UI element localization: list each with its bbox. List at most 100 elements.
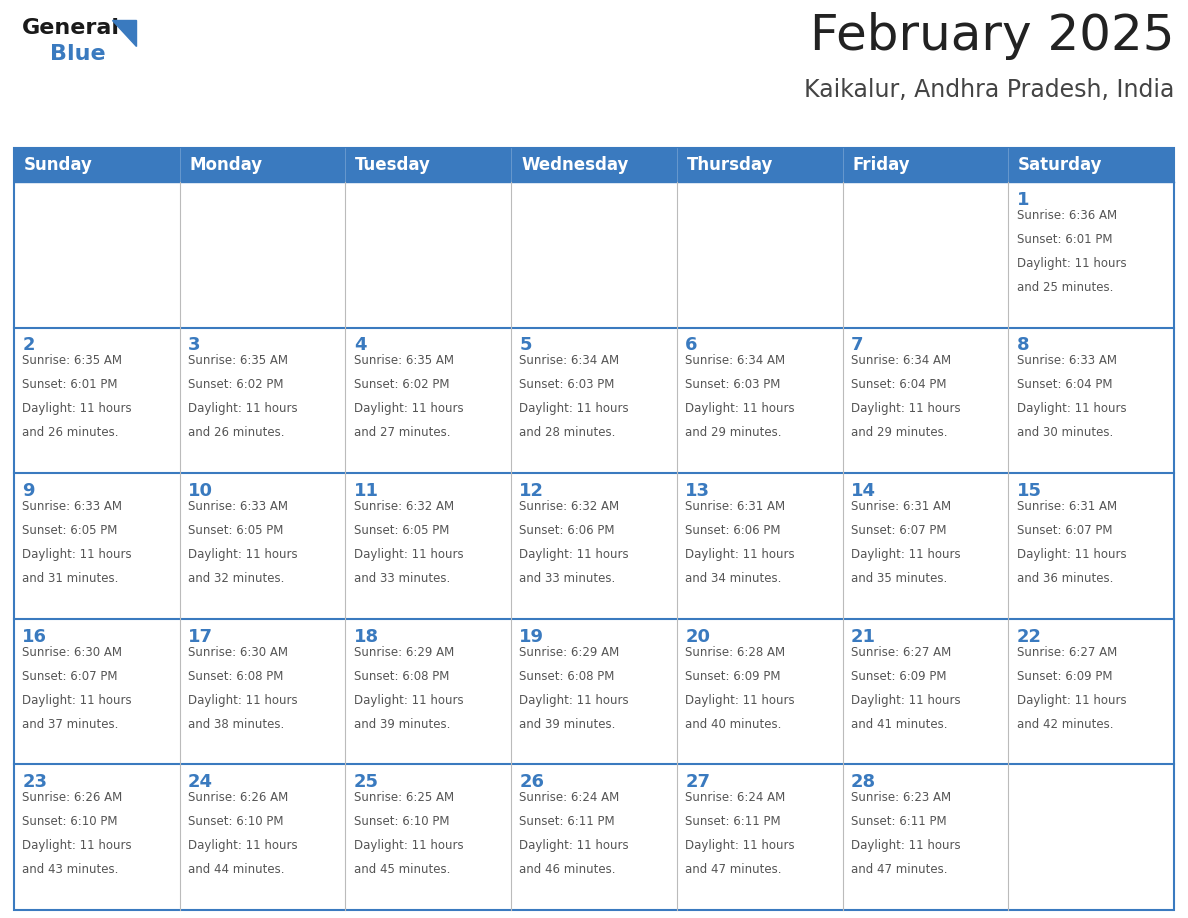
- Text: Monday: Monday: [190, 156, 263, 174]
- Text: Sunset: 6:09 PM: Sunset: 6:09 PM: [851, 669, 947, 683]
- Bar: [179, 328, 346, 473]
- Text: Daylight: 11 hours: Daylight: 11 hours: [519, 402, 630, 415]
- Bar: [677, 148, 842, 182]
- Text: Sunrise: 6:31 AM: Sunrise: 6:31 AM: [851, 500, 950, 513]
- Text: Sunrise: 6:29 AM: Sunrise: 6:29 AM: [354, 645, 454, 658]
- Text: and 30 minutes.: and 30 minutes.: [1017, 426, 1113, 440]
- Text: and 26 minutes.: and 26 minutes.: [23, 426, 119, 440]
- Bar: [14, 619, 179, 765]
- Bar: [179, 765, 346, 910]
- Text: Sunset: 6:11 PM: Sunset: 6:11 PM: [685, 815, 781, 828]
- Text: Sunset: 6:09 PM: Sunset: 6:09 PM: [1017, 669, 1112, 683]
- Bar: [346, 619, 511, 765]
- Text: 6: 6: [685, 336, 697, 354]
- Text: and 41 minutes.: and 41 minutes.: [851, 718, 947, 731]
- Text: Sunset: 6:04 PM: Sunset: 6:04 PM: [1017, 378, 1112, 391]
- Text: and 34 minutes.: and 34 minutes.: [685, 572, 782, 585]
- Text: Daylight: 11 hours: Daylight: 11 hours: [519, 839, 630, 852]
- Bar: [14, 328, 179, 473]
- Text: Sunset: 6:10 PM: Sunset: 6:10 PM: [354, 815, 449, 828]
- Text: Daylight: 11 hours: Daylight: 11 hours: [1017, 548, 1126, 561]
- Text: Sunrise: 6:23 AM: Sunrise: 6:23 AM: [851, 791, 950, 804]
- Bar: [179, 473, 346, 619]
- Text: 17: 17: [188, 628, 213, 645]
- Text: Daylight: 11 hours: Daylight: 11 hours: [188, 402, 298, 415]
- Text: 15: 15: [1017, 482, 1042, 500]
- Text: and 35 minutes.: and 35 minutes.: [851, 572, 947, 585]
- Bar: [842, 765, 1009, 910]
- Text: Sunrise: 6:36 AM: Sunrise: 6:36 AM: [1017, 208, 1117, 222]
- Text: and 43 minutes.: and 43 minutes.: [23, 863, 119, 876]
- Bar: [1009, 619, 1174, 765]
- Bar: [842, 148, 1009, 182]
- Text: Sunset: 6:11 PM: Sunset: 6:11 PM: [851, 815, 947, 828]
- Text: Sunset: 6:06 PM: Sunset: 6:06 PM: [519, 524, 615, 537]
- Text: Sunset: 6:08 PM: Sunset: 6:08 PM: [519, 669, 615, 683]
- Text: Sunrise: 6:32 AM: Sunrise: 6:32 AM: [354, 500, 454, 513]
- Text: Sunrise: 6:31 AM: Sunrise: 6:31 AM: [1017, 500, 1117, 513]
- Text: and 33 minutes.: and 33 minutes.: [519, 572, 615, 585]
- Text: Sunset: 6:04 PM: Sunset: 6:04 PM: [851, 378, 947, 391]
- Text: and 38 minutes.: and 38 minutes.: [188, 718, 284, 731]
- Text: Sunset: 6:02 PM: Sunset: 6:02 PM: [188, 378, 284, 391]
- Text: Sunrise: 6:24 AM: Sunrise: 6:24 AM: [519, 791, 620, 804]
- Text: Thursday: Thursday: [687, 156, 773, 174]
- Bar: [14, 182, 179, 328]
- Text: Sunrise: 6:24 AM: Sunrise: 6:24 AM: [685, 791, 785, 804]
- Text: Sunrise: 6:31 AM: Sunrise: 6:31 AM: [685, 500, 785, 513]
- Text: Daylight: 11 hours: Daylight: 11 hours: [354, 548, 463, 561]
- Bar: [842, 182, 1009, 328]
- Text: 19: 19: [519, 628, 544, 645]
- Bar: [14, 473, 179, 619]
- Text: Daylight: 11 hours: Daylight: 11 hours: [519, 694, 630, 707]
- Bar: [14, 148, 1174, 910]
- Bar: [842, 328, 1009, 473]
- Text: Daylight: 11 hours: Daylight: 11 hours: [23, 694, 132, 707]
- Text: and 47 minutes.: and 47 minutes.: [685, 863, 782, 876]
- Text: Daylight: 11 hours: Daylight: 11 hours: [23, 402, 132, 415]
- Text: Daylight: 11 hours: Daylight: 11 hours: [354, 839, 463, 852]
- Text: and 29 minutes.: and 29 minutes.: [685, 426, 782, 440]
- Text: Daylight: 11 hours: Daylight: 11 hours: [851, 694, 960, 707]
- Text: Sunrise: 6:30 AM: Sunrise: 6:30 AM: [188, 645, 287, 658]
- Bar: [179, 182, 346, 328]
- Bar: [511, 182, 677, 328]
- Text: Sunrise: 6:33 AM: Sunrise: 6:33 AM: [188, 500, 287, 513]
- Text: 26: 26: [519, 773, 544, 791]
- Text: and 26 minutes.: and 26 minutes.: [188, 426, 284, 440]
- Text: and 37 minutes.: and 37 minutes.: [23, 718, 119, 731]
- Bar: [677, 473, 842, 619]
- Text: Sunrise: 6:28 AM: Sunrise: 6:28 AM: [685, 645, 785, 658]
- Text: Sunrise: 6:27 AM: Sunrise: 6:27 AM: [1017, 645, 1117, 658]
- Text: Sunset: 6:10 PM: Sunset: 6:10 PM: [23, 815, 118, 828]
- Text: Sunrise: 6:35 AM: Sunrise: 6:35 AM: [354, 354, 454, 367]
- Text: Sunrise: 6:35 AM: Sunrise: 6:35 AM: [188, 354, 287, 367]
- Text: Sunset: 6:09 PM: Sunset: 6:09 PM: [685, 669, 781, 683]
- Text: Tuesday: Tuesday: [355, 156, 431, 174]
- Text: Daylight: 11 hours: Daylight: 11 hours: [23, 548, 132, 561]
- Text: Sunset: 6:11 PM: Sunset: 6:11 PM: [519, 815, 615, 828]
- Text: Daylight: 11 hours: Daylight: 11 hours: [685, 839, 795, 852]
- Bar: [1009, 765, 1174, 910]
- Bar: [346, 328, 511, 473]
- Text: General: General: [23, 18, 120, 38]
- Bar: [1009, 148, 1174, 182]
- Bar: [511, 619, 677, 765]
- Text: and 45 minutes.: and 45 minutes.: [354, 863, 450, 876]
- Bar: [511, 765, 677, 910]
- Bar: [511, 148, 677, 182]
- Text: Sunset: 6:08 PM: Sunset: 6:08 PM: [354, 669, 449, 683]
- Text: Daylight: 11 hours: Daylight: 11 hours: [1017, 402, 1126, 415]
- Text: 16: 16: [23, 628, 48, 645]
- Text: 28: 28: [851, 773, 876, 791]
- Text: Daylight: 11 hours: Daylight: 11 hours: [188, 694, 298, 707]
- Text: Sunset: 6:08 PM: Sunset: 6:08 PM: [188, 669, 284, 683]
- Text: and 42 minutes.: and 42 minutes.: [1017, 718, 1113, 731]
- Text: 23: 23: [23, 773, 48, 791]
- Bar: [1009, 182, 1174, 328]
- Text: Sunday: Sunday: [24, 156, 93, 174]
- Text: Daylight: 11 hours: Daylight: 11 hours: [685, 402, 795, 415]
- Text: Daylight: 11 hours: Daylight: 11 hours: [1017, 257, 1126, 270]
- Text: and 40 minutes.: and 40 minutes.: [685, 718, 782, 731]
- Text: 10: 10: [188, 482, 213, 500]
